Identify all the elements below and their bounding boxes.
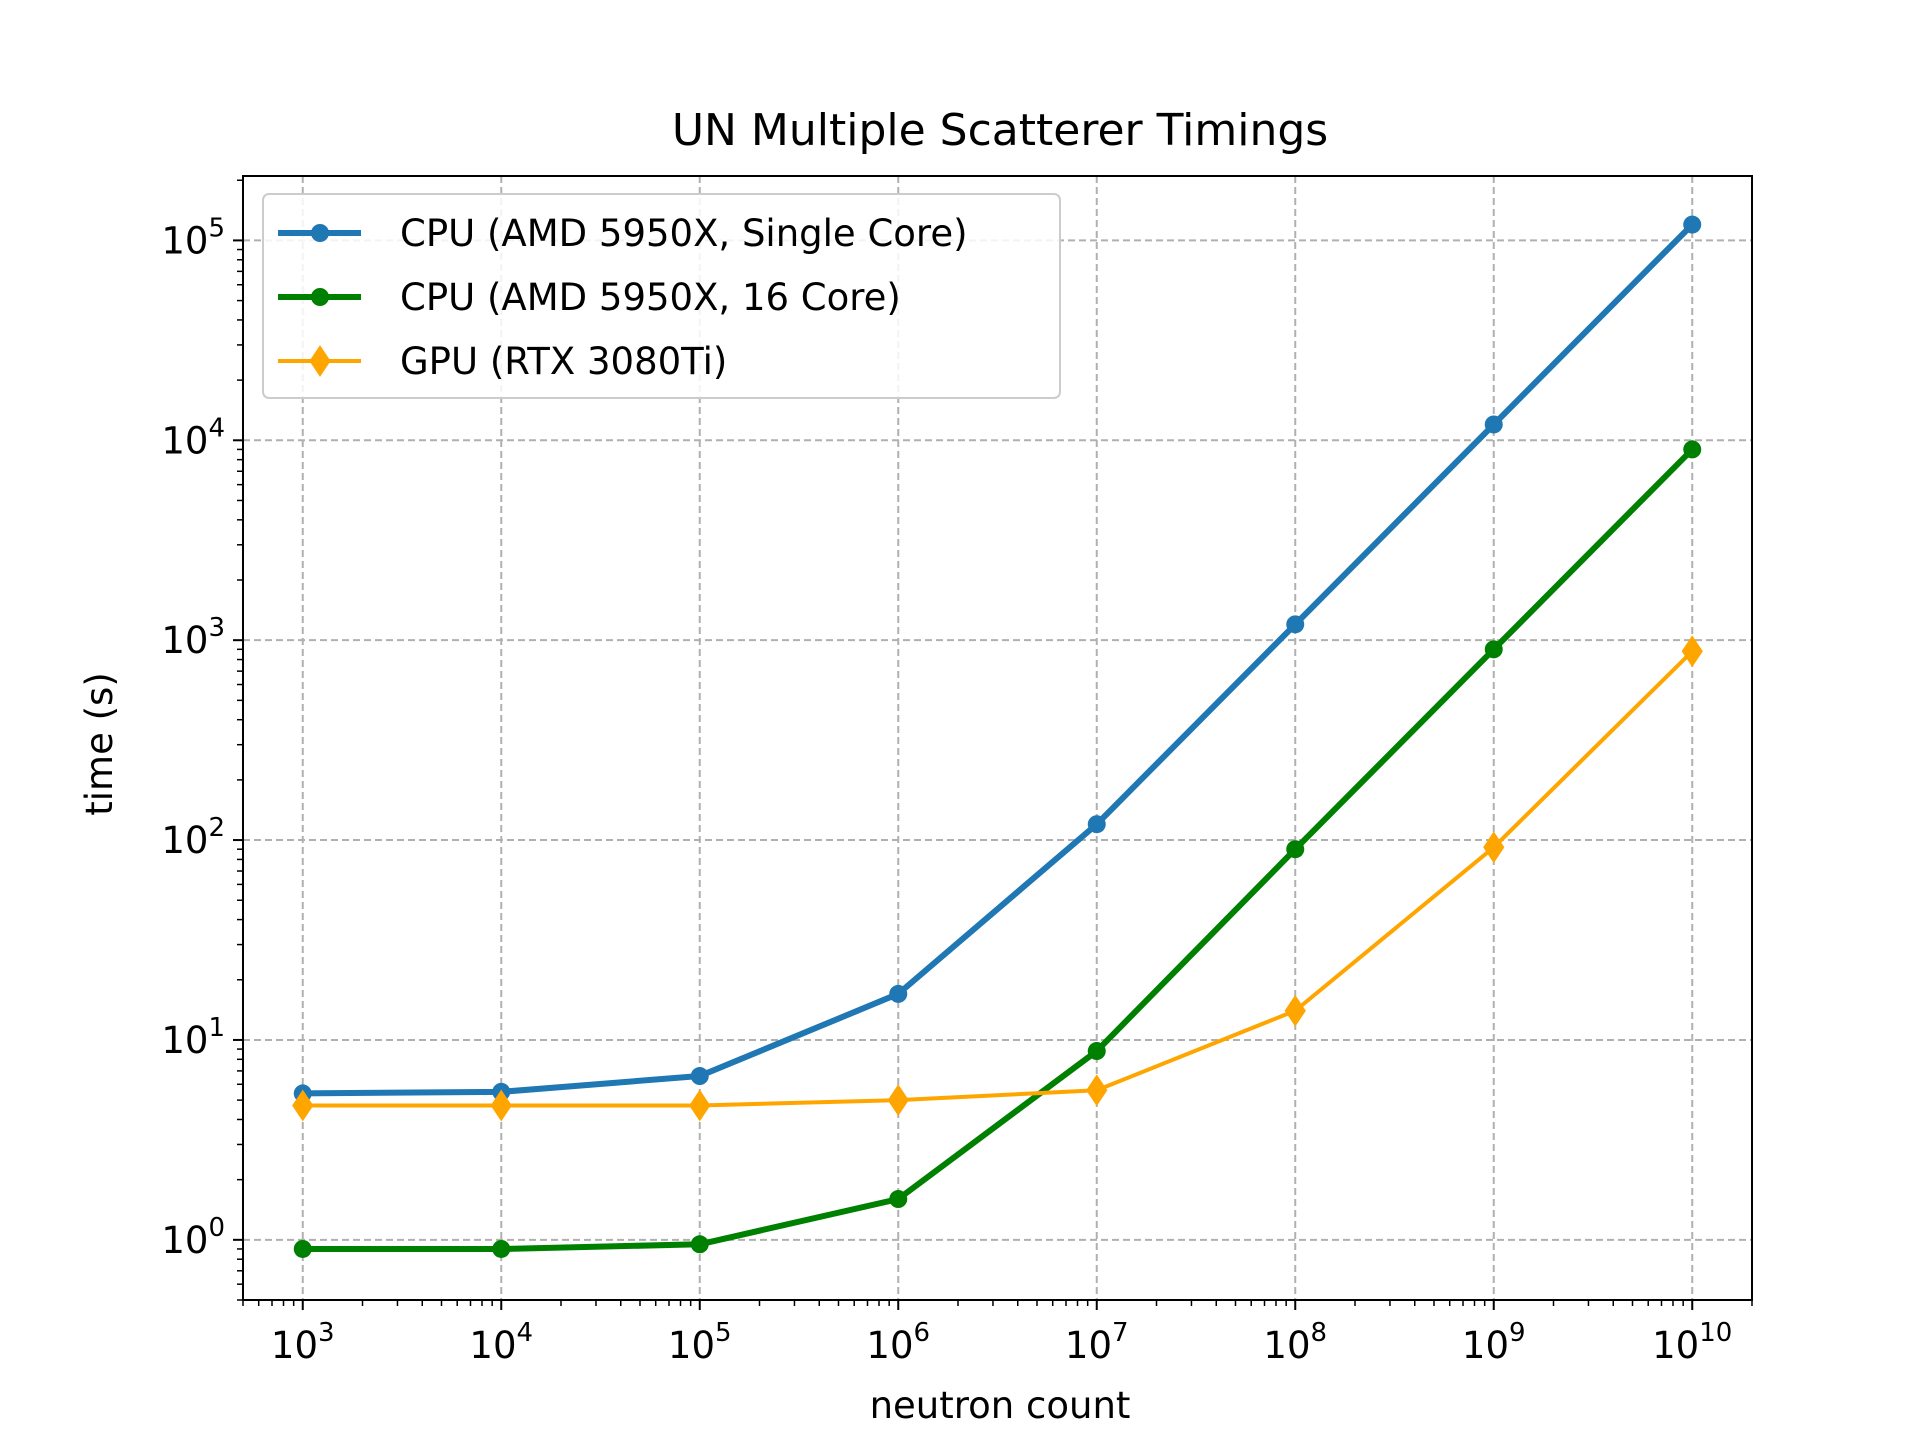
data-point <box>1683 215 1702 234</box>
data-point <box>1286 615 1305 634</box>
data-point <box>293 1239 312 1258</box>
series-line <box>302 447 1695 1252</box>
y-tick-label: 103 <box>161 613 225 662</box>
legend-label: CPU (AMD 5950X, Single Core) <box>400 212 968 255</box>
data-point <box>1681 635 1703 668</box>
data-point <box>1284 994 1306 1027</box>
y-tick-label: 101 <box>161 1013 225 1062</box>
data-point <box>887 1084 909 1117</box>
legend-swatch-marker <box>311 224 329 242</box>
y-axis-label: time (s) <box>78 672 121 816</box>
legend-box <box>262 193 1061 399</box>
data-point <box>490 1089 512 1122</box>
x-tick-label: 106 <box>866 1318 930 1367</box>
series-line <box>302 222 1695 1097</box>
x-tick-labels: 103 104 105 106 107 108 109 1010 <box>271 1318 1732 1367</box>
legend-label: GPU (RTX 3080Ti) <box>400 340 727 383</box>
data-point <box>292 1089 314 1122</box>
y-tick-label: 105 <box>161 213 225 262</box>
data-point <box>1484 415 1503 434</box>
series-layer <box>292 215 1703 1258</box>
plot-frame <box>242 175 1753 1301</box>
legend: CPU (AMD 5950X, Single Core) CPU (AMD 595… <box>262 193 1061 399</box>
x-tick-label: 108 <box>1263 1318 1327 1367</box>
data-point <box>1087 815 1106 834</box>
data-point <box>492 1239 511 1258</box>
data-point <box>1286 840 1305 859</box>
x-tick-label: 107 <box>1065 1318 1129 1367</box>
series-2 <box>293 440 1702 1258</box>
data-point <box>1087 1042 1106 1061</box>
x-tick-label: 104 <box>469 1318 533 1367</box>
series-line <box>302 649 1694 1108</box>
major-ticks <box>233 239 1694 1310</box>
data-point <box>690 1235 709 1254</box>
data-point <box>889 1190 908 1209</box>
data-point <box>1483 831 1505 864</box>
y-tick-label: 104 <box>161 413 225 462</box>
x-axis-label: neutron count <box>870 1384 1131 1427</box>
x-tick-label: 109 <box>1462 1318 1526 1367</box>
data-point <box>690 1067 709 1086</box>
y-tick-label: 100 <box>161 1213 225 1262</box>
y-tick-label: 102 <box>161 813 225 862</box>
data-point <box>1086 1074 1108 1107</box>
x-tick-label: 103 <box>271 1318 335 1367</box>
x-tick-label: 105 <box>668 1318 732 1367</box>
series-3 <box>292 635 1703 1122</box>
x-tick-label: 1010 <box>1652 1318 1732 1367</box>
y-tick-labels: 100 101 102 103 104 105 <box>161 213 225 1261</box>
data-point <box>1683 440 1702 459</box>
legend-swatch-marker <box>311 288 329 306</box>
data-point <box>889 984 908 1003</box>
legend-swatch-marker <box>309 345 331 377</box>
data-point <box>689 1089 711 1122</box>
legend-label: CPU (AMD 5950X, 16 Core) <box>400 276 901 319</box>
chart-title: UN Multiple Scatterer Timings <box>672 105 1328 156</box>
data-point <box>1484 640 1503 659</box>
